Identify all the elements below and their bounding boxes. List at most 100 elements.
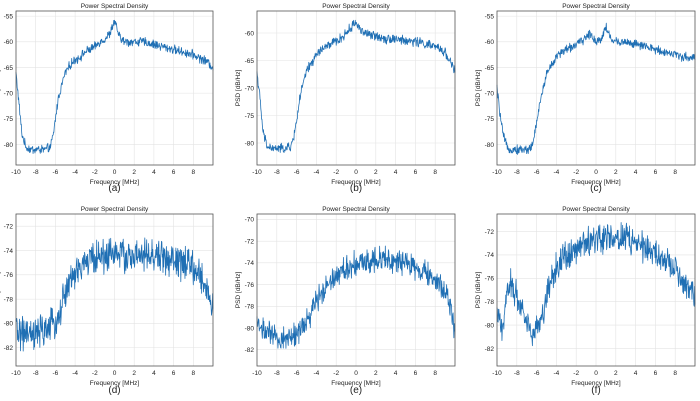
x-axis-label: Frequency [MHz] [571, 380, 621, 387]
panel-caption: (a) [108, 183, 120, 194]
x-tick-label: -4 [554, 169, 560, 176]
plot-frame [496, 10, 696, 166]
x-tick-label: -8 [274, 169, 280, 176]
x-tick-label: 4 [634, 169, 638, 176]
x-tick-label: -10 [492, 169, 502, 176]
psd-panel: -10 -8 -6 -4 -2 0 2 4 6 8 -60 -65 -70 -75 -80 Power Spe… [235, 3, 456, 194]
y-tick-label: -65 [245, 58, 255, 65]
plot-frame [15, 213, 214, 367]
y-tick-label: -70 [485, 90, 495, 97]
x-tick-label: 2 [614, 169, 618, 176]
chart-title: Power Spectral Density [322, 3, 390, 10]
x-tick-label: 2 [614, 370, 618, 377]
psd-trace [15, 19, 214, 154]
y-tick-label: -60 [4, 39, 14, 46]
y-tick-label: -80 [245, 325, 255, 332]
panel-caption: (e) [350, 385, 362, 396]
x-tick-label: 8 [191, 169, 195, 176]
panel-caption: (b) [350, 183, 362, 194]
x-tick-label: -10 [492, 370, 502, 377]
y-tick-label: -74 [4, 248, 14, 255]
y-axis-label: PSD [dB/Hz] [235, 70, 242, 107]
y-tick-label: -74 [485, 252, 495, 259]
x-tick-label: -2 [333, 370, 339, 377]
psd-trace [496, 222, 696, 347]
x-tick-label: 2 [374, 169, 378, 176]
x-tick-label: 4 [152, 370, 156, 377]
x-tick-label: 6 [654, 370, 658, 377]
panel-caption: (d) [108, 385, 120, 396]
psd-trace [256, 19, 456, 153]
chart-title: Power Spectral Density [322, 206, 390, 213]
x-tick-label: -10 [252, 370, 262, 377]
x-axis-label: Frequency [MHz] [90, 380, 140, 387]
x-tick-label: 0 [354, 370, 358, 377]
x-tick-label: -8 [33, 169, 39, 176]
x-tick-label: -10 [11, 370, 21, 377]
x-tick-label: 6 [654, 169, 658, 176]
y-axis-label: PSD [dB/Hz] [0, 272, 1, 309]
y-tick-label: -78 [4, 296, 14, 303]
y-tick-label: -80 [485, 322, 495, 329]
x-tick-label: 0 [594, 169, 598, 176]
x-tick-label: 8 [191, 370, 195, 377]
x-axis-label: Frequency [MHz] [331, 380, 381, 387]
y-tick-label: -76 [4, 272, 14, 279]
y-tick-label: -70 [245, 217, 255, 224]
x-tick-label: 8 [433, 169, 437, 176]
x-tick-label: -2 [573, 370, 579, 377]
x-tick-label: -4 [72, 169, 78, 176]
y-tick-label: -82 [485, 346, 495, 353]
x-tick-label: -2 [92, 169, 98, 176]
y-tick-label: -76 [245, 282, 255, 289]
x-tick-label: 0 [113, 370, 117, 377]
chart-title: Power Spectral Density [562, 206, 630, 213]
x-axis-label: Frequency [MHz] [331, 179, 381, 186]
panel-caption: (f) [591, 385, 600, 396]
x-tick-label: 8 [673, 169, 677, 176]
y-axis-label: PSD [dB/Hz] [475, 272, 482, 309]
y-tick-label: -78 [245, 304, 255, 311]
y-tick-label: -60 [485, 39, 495, 46]
x-tick-label: -2 [333, 169, 339, 176]
x-tick-label: 0 [354, 169, 358, 176]
x-tick-label: 0 [113, 169, 117, 176]
x-tick-label: 4 [394, 370, 398, 377]
psd-trace [15, 237, 214, 352]
y-tick-label: -75 [485, 116, 495, 123]
x-tick-label: -8 [33, 370, 39, 377]
psd-trace [496, 22, 696, 155]
x-tick-label: 8 [673, 370, 677, 377]
y-tick-label: -76 [485, 276, 495, 283]
x-axis-label: Frequency [MHz] [571, 179, 621, 186]
x-tick-label: 4 [394, 169, 398, 176]
y-tick-label: -75 [245, 113, 255, 120]
x-tick-label: 4 [152, 169, 156, 176]
x-tick-label: 8 [433, 370, 437, 377]
y-tick-label: -80 [245, 140, 255, 147]
y-tick-label: -65 [4, 65, 14, 72]
x-tick-label: 6 [172, 370, 176, 377]
y-tick-label: -70 [245, 85, 255, 92]
y-tick-label: -72 [485, 229, 495, 236]
psd-panel: -10 -8 -6 -4 -2 0 2 4 6 8 -70 -72 -74 -76 -78 -80 -82 Pow… [235, 206, 456, 396]
y-tick-label: -75 [4, 116, 14, 123]
y-tick-label: -65 [485, 65, 495, 72]
panel-caption: (c) [590, 183, 602, 194]
psd-panel: -10 -8 -6 -4 -2 0 2 4 6 8 -55 -60 -65 -70 -75 -80 Power … [475, 3, 696, 194]
plot-frame [256, 213, 456, 367]
plot-frame [496, 213, 696, 367]
y-axis-label: PSD [dB/Hz] [235, 272, 242, 309]
x-tick-label: 6 [414, 169, 418, 176]
x-tick-label: -8 [274, 370, 280, 377]
x-tick-label: 2 [374, 370, 378, 377]
x-tick-label: -10 [11, 169, 21, 176]
y-tick-label: -70 [4, 90, 14, 97]
x-tick-label: 6 [172, 169, 176, 176]
y-tick-label: -80 [4, 321, 14, 328]
x-tick-label: -8 [514, 169, 520, 176]
y-tick-label: -72 [4, 223, 14, 230]
plot-frame [15, 10, 214, 166]
y-tick-label: -82 [4, 345, 14, 352]
